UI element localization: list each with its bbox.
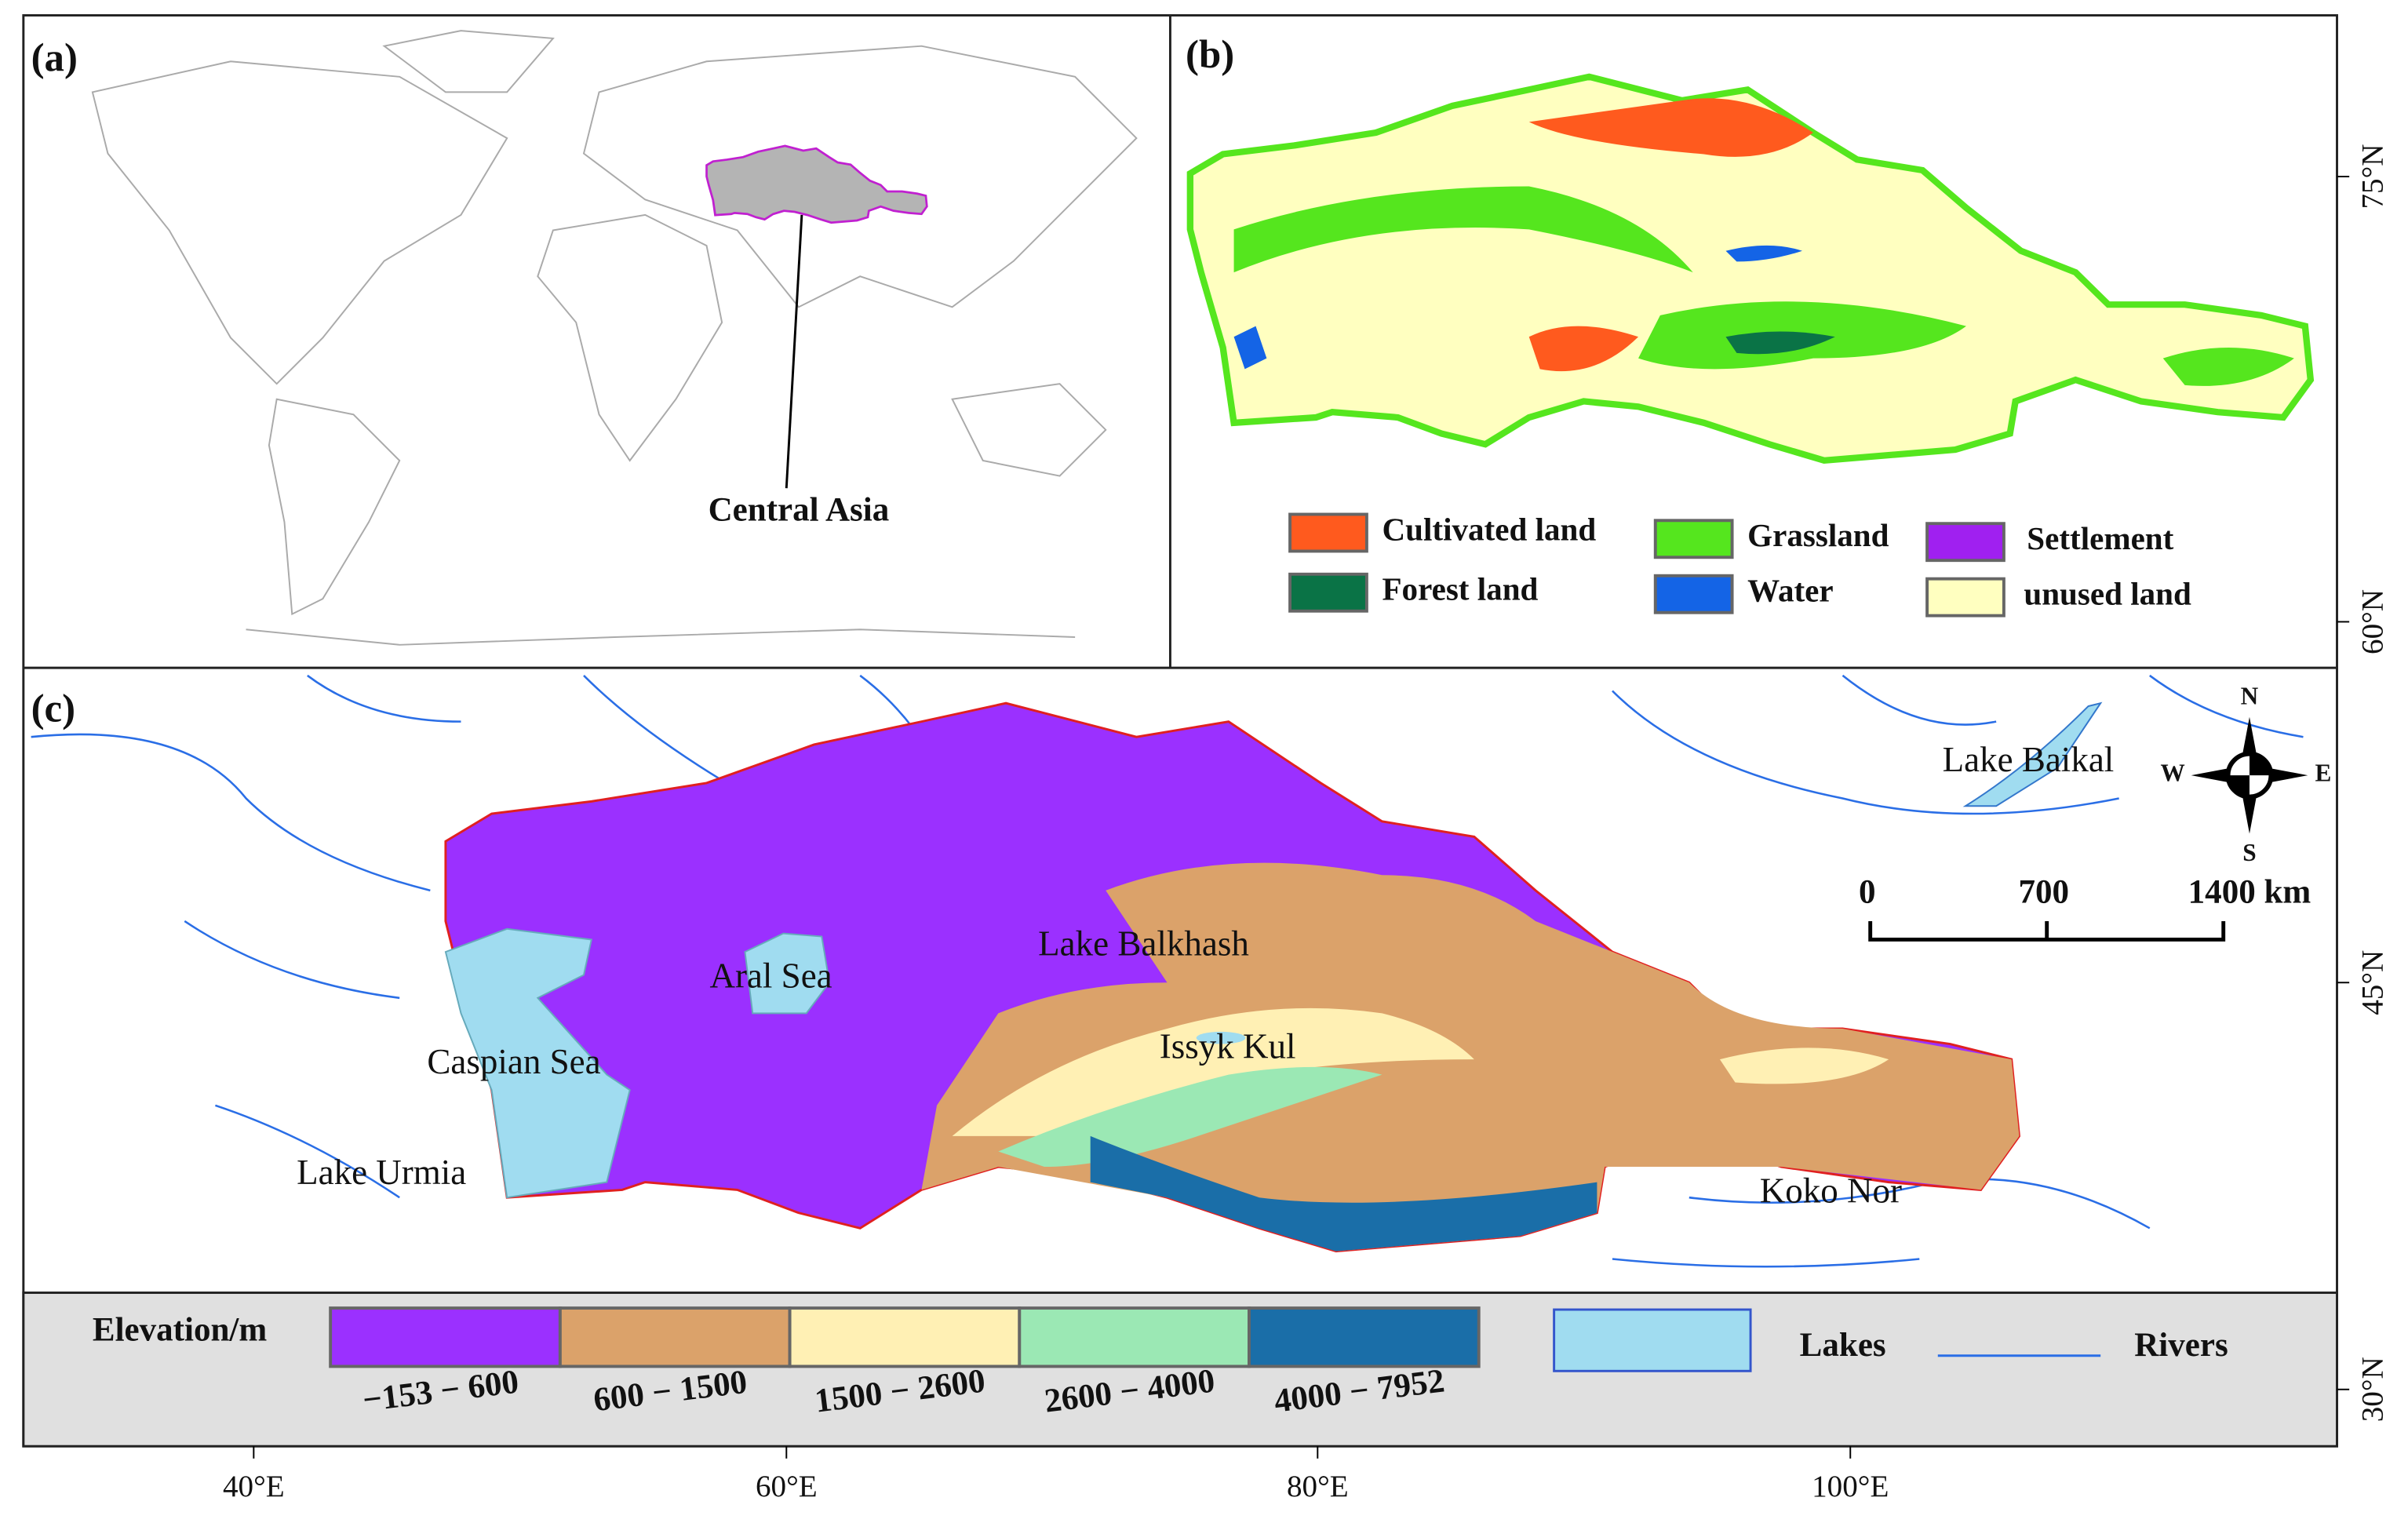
compass-label: N [2241,682,2259,709]
place-label: Aral Sea [709,956,832,996]
lon-label: 100°E [1812,1470,1889,1503]
compass-label: W [2160,759,2184,786]
scale-label: 0 [1859,874,1876,911]
compass-rose [2228,753,2271,797]
compass-label: S [2242,839,2256,866]
river [1612,690,2119,815]
panel-label: (a) [31,36,78,80]
land-patch [1233,326,1267,370]
lon-label: 80°E [1287,1470,1349,1503]
legend-label: unused land [2024,576,2191,612]
land-patch [1528,98,1813,157]
lake [1196,1031,1246,1044]
central-asia-region [705,144,928,224]
panel-label: (b) [1186,33,1234,77]
coastline [268,398,401,616]
legend-swatch [1248,1306,1481,1368]
legend-label: Grassland [1747,517,1889,553]
scale-bar [1868,920,2226,942]
land-use-map [1186,73,2315,464]
place-label: Caspian Sea [427,1042,600,1081]
place-label: Koko Nor [1760,1171,1902,1211]
lat-label: 60°N [2355,589,2389,654]
compass-label: E [2315,759,2331,786]
coastline [951,383,1107,477]
elevation-zone [952,1007,1474,1136]
legend-swatch [788,1306,1022,1368]
coastline [382,30,555,93]
lat-label: 30°N [2355,1357,2389,1422]
legend-label: Cultivated land [1382,511,1596,547]
legend-swatch [1288,512,1368,553]
legend-swatch [1018,1306,1251,1368]
legend-label: Rivers [2134,1327,2228,1364]
place-label: Issyk Kul [1160,1027,1296,1066]
legend-swatch [1653,519,1734,559]
river [215,1104,400,1199]
lat-label: 75°N [2355,144,2389,209]
elevation-zone [1719,1048,1889,1084]
scale-label: 1400 km [2188,874,2311,911]
legend-swatch [558,1306,792,1368]
coastline [537,213,723,462]
lake [444,927,631,1199]
river [184,920,400,1000]
land-patch [2162,347,2294,386]
legend-swatch [1925,522,2005,563]
coastline [246,629,1076,646]
river [307,674,461,723]
place-label: Lake Balkhash [1038,924,1249,964]
legend-swatch [1553,1308,1752,1372]
legend-label: Settlement [2027,520,2173,556]
river [1842,674,1997,726]
place-label: Lake Baikal [1943,740,2115,779]
land-patch [1528,326,1639,372]
legend-swatch [329,1306,562,1368]
legend-swatch [1653,574,1734,614]
panel-label: (c) [31,687,75,731]
legend-label: Lakes [1800,1327,1886,1364]
lat-label: 45°N [2355,950,2389,1015]
lon-label: 60°E [756,1470,818,1503]
land-patch [1233,186,1693,273]
river [1612,1258,1920,1268]
legend-label: Water [1747,573,1834,609]
world-map [91,30,1138,646]
leader-line [785,214,803,489]
lake [744,932,831,1015]
legend-swatch [1288,572,1368,613]
legend-swatch [1925,577,2005,618]
land-patch [1725,245,1803,262]
lon-label: 40°E [223,1470,285,1503]
scale-label: 700 [2019,874,2070,911]
river [2149,674,2304,738]
lake [1962,701,2103,807]
legend-label: Forest land [1382,571,1538,607]
land-patch [1725,331,1835,355]
elevation-zone [1090,1135,1597,1252]
legend-title: Elevation/m [93,1311,267,1348]
river [31,733,431,892]
annotation: Central Asia [709,491,890,528]
coastline [91,60,508,385]
coastline [582,45,1138,308]
place-label: Lake Urmia [297,1153,466,1192]
